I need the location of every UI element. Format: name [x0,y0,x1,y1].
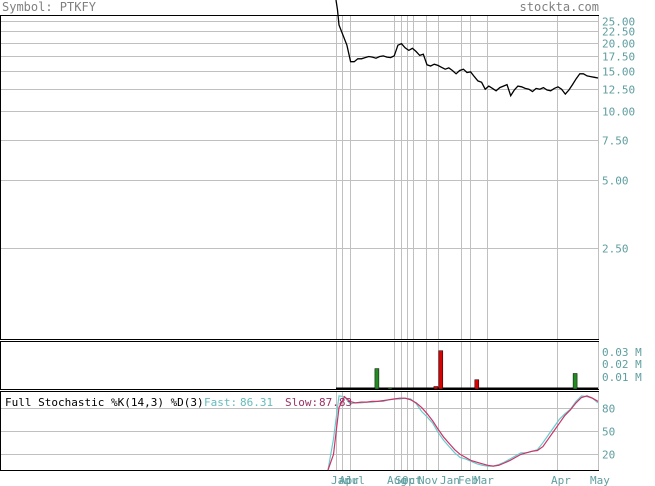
x-tick-label: Sep [395,474,415,486]
symbol-label: Symbol: PTKFY [2,0,97,14]
site-label: stockta.com [520,0,599,14]
slow-d-line [327,395,599,471]
volume-tick-label: 0.01 M [602,371,642,384]
volume-axis-labels: 0.03 M0.02 M0.01 M [602,346,642,384]
price-tick-label: 5.00 [602,175,629,188]
fast-label: Fast: [204,396,237,409]
x-tick-label: May [590,474,610,486]
stochastic-title: Full Stochastic %K(14,3) %D(3) [5,396,204,409]
fast-value: 86.31 [240,396,273,409]
x-tick-label: Jan [440,474,460,486]
volume-bars [336,350,598,390]
slow-value: 87.83 [319,396,352,409]
stochastic-axis-labels: 80 50 20 [602,403,615,462]
x-tick-label: Aug [387,474,407,486]
stochastic-tick-label: 20 [602,449,615,462]
x-tick-label: Jan [331,474,351,486]
price-tick-label: 7.50 [602,135,629,148]
volume-bar [433,386,439,390]
volume-panel-frame [0,341,599,390]
volume-bar [374,368,380,390]
price-tick-label: 17.50 [602,51,635,64]
volume-tick-label: 0.03 M [602,346,642,359]
grid-lines [1,16,599,470]
price-panel-frame [0,15,599,340]
x-tick-label: Feb [458,474,478,486]
volume-bar [572,373,578,390]
price-tick-label: 15.00 [602,66,635,79]
volume-tick-label: 0.02 M [602,358,642,371]
price-tick-label: 10.00 [602,106,635,119]
volume-bar [387,387,393,390]
slow-label: Slow: [285,396,318,409]
price-series [335,0,599,98]
stochastic-tick-label: 80 [602,403,615,416]
x-tick-label: Nov [418,474,438,486]
volume-bar [474,379,480,390]
x-tick-label: Apr [551,474,571,486]
x-tick-label: Jul [345,474,365,486]
stochastic-tick-label: 50 [602,426,615,439]
stochastic-series [327,395,599,471]
volume-bar [438,350,444,390]
price-tick-label: 20.00 [602,38,635,51]
x-tick-label: Mar [474,474,494,486]
x-tick-label: Apr [339,474,359,486]
price-tick-label: 2.50 [602,243,629,256]
x-tick-label: Oct [402,474,422,486]
price-tick-label: 25.00 [602,16,635,29]
price-tick-label: 12.50 [602,84,635,97]
price-tick-label: 22.50 [602,26,635,39]
price-line [335,0,599,98]
